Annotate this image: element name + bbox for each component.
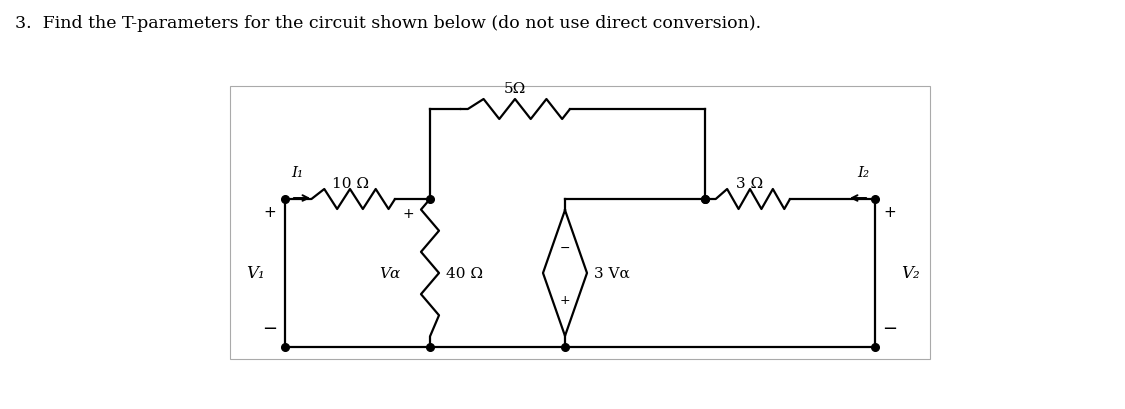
Text: I₂: I₂ <box>857 166 868 180</box>
Text: $+$: $+$ <box>559 293 570 306</box>
Text: −: − <box>262 319 278 337</box>
Text: +: + <box>883 204 897 220</box>
Text: +: + <box>263 204 277 220</box>
Text: 3 Vα: 3 Vα <box>594 266 630 280</box>
Text: 10 Ω: 10 Ω <box>332 177 369 191</box>
Text: V₂: V₂ <box>901 265 919 282</box>
Text: 3 Ω: 3 Ω <box>737 177 764 191</box>
Text: 3.  Find the T-parameters for the circuit shown below (do not use direct convers: 3. Find the T-parameters for the circuit… <box>15 15 762 32</box>
Text: +: + <box>403 207 414 220</box>
Text: 5Ω: 5Ω <box>504 82 526 96</box>
Text: $-$: $-$ <box>559 240 570 254</box>
Text: Vα: Vα <box>379 266 400 280</box>
Text: I₁: I₁ <box>291 166 303 180</box>
Text: V₁: V₁ <box>245 265 264 282</box>
Text: −: − <box>882 319 898 337</box>
Text: 40 Ω: 40 Ω <box>446 266 483 280</box>
